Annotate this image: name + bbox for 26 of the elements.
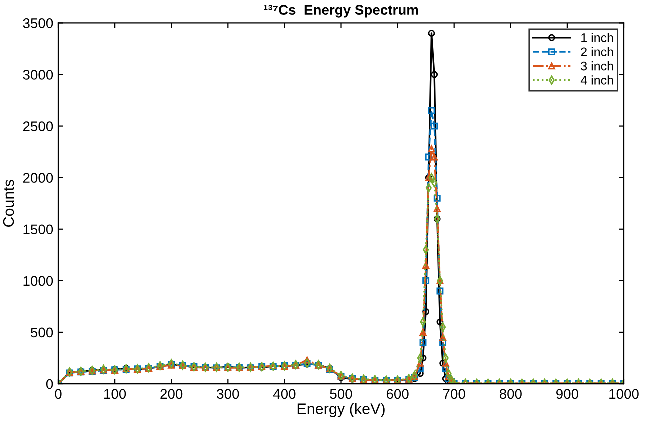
y-tick-label: 2000 xyxy=(23,173,54,184)
x-tick-label: 1000 xyxy=(610,389,639,400)
y-tick-label: 0 xyxy=(46,379,54,390)
x-tick-label: 500 xyxy=(330,389,352,400)
chart-title: ¹³⁷Cs Energy Spectrum xyxy=(264,5,418,18)
legend-label: 4 inch xyxy=(580,76,614,85)
legend-label: 1 inch xyxy=(582,33,614,42)
x-tick-label: 300 xyxy=(217,389,240,400)
x-axis-title: Energy (keV) xyxy=(298,403,385,418)
x-tick-label: 700 xyxy=(443,389,466,400)
x-tick-label: 600 xyxy=(386,389,409,400)
x-tick-label: 0 xyxy=(55,389,62,400)
y-tick-label: 1500 xyxy=(24,224,54,235)
legend-label: 3 inch xyxy=(581,62,614,71)
legend-label: 2 inch xyxy=(581,47,614,57)
x-tick-label: 400 xyxy=(273,389,296,400)
y-tick-label: 3500 xyxy=(23,18,54,28)
y-axis-title: Counts xyxy=(3,180,14,228)
x-tick-label: 200 xyxy=(160,389,183,400)
x-tick-label: 800 xyxy=(500,389,522,400)
x-tick-label: 100 xyxy=(104,389,126,400)
y-tick-label: 3000 xyxy=(23,70,54,80)
y-tick-label: 500 xyxy=(31,328,54,338)
y-tick-label: 1000 xyxy=(24,276,54,286)
x-tick-label: 900 xyxy=(556,389,578,400)
y-tick-label: 2500 xyxy=(23,122,54,132)
